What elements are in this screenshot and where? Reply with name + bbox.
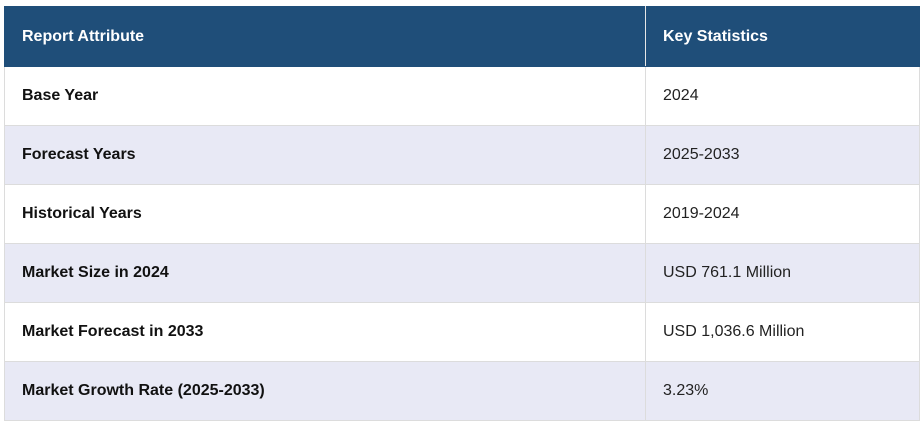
row-value: 2024 — [645, 66, 920, 126]
row-value: USD 1,036.6 Million — [645, 302, 920, 362]
table-row: Forecast Years 2025-2033 — [4, 125, 920, 185]
row-attribute: Market Forecast in 2033 — [4, 302, 646, 362]
row-value: 2019-2024 — [645, 184, 920, 244]
table-row: Market Forecast in 2033 USD 1,036.6 Mill… — [4, 302, 920, 362]
table-row: Market Growth Rate (2025-2033) 3.23% — [4, 361, 920, 421]
row-attribute: Base Year — [4, 66, 646, 126]
row-value: 3.23% — [645, 361, 920, 421]
header-key-statistics: Key Statistics — [645, 6, 920, 67]
report-table-container: Report Attribute Key Statistics Base Yea… — [4, 6, 920, 421]
row-value: 2025-2033 — [645, 125, 920, 185]
report-statistics-table: Report Attribute Key Statistics Base Yea… — [4, 6, 920, 421]
table-row: Historical Years 2019-2024 — [4, 184, 920, 244]
table-header-row: Report Attribute Key Statistics — [4, 6, 920, 67]
header-report-attribute: Report Attribute — [4, 6, 646, 67]
row-attribute: Market Growth Rate (2025-2033) — [4, 361, 646, 421]
row-attribute: Historical Years — [4, 184, 646, 244]
row-value: USD 761.1 Million — [645, 243, 920, 303]
row-attribute: Market Size in 2024 — [4, 243, 646, 303]
row-attribute: Forecast Years — [4, 125, 646, 185]
table-row: Market Size in 2024 USD 761.1 Million — [4, 243, 920, 303]
table-row: Base Year 2024 — [4, 66, 920, 126]
